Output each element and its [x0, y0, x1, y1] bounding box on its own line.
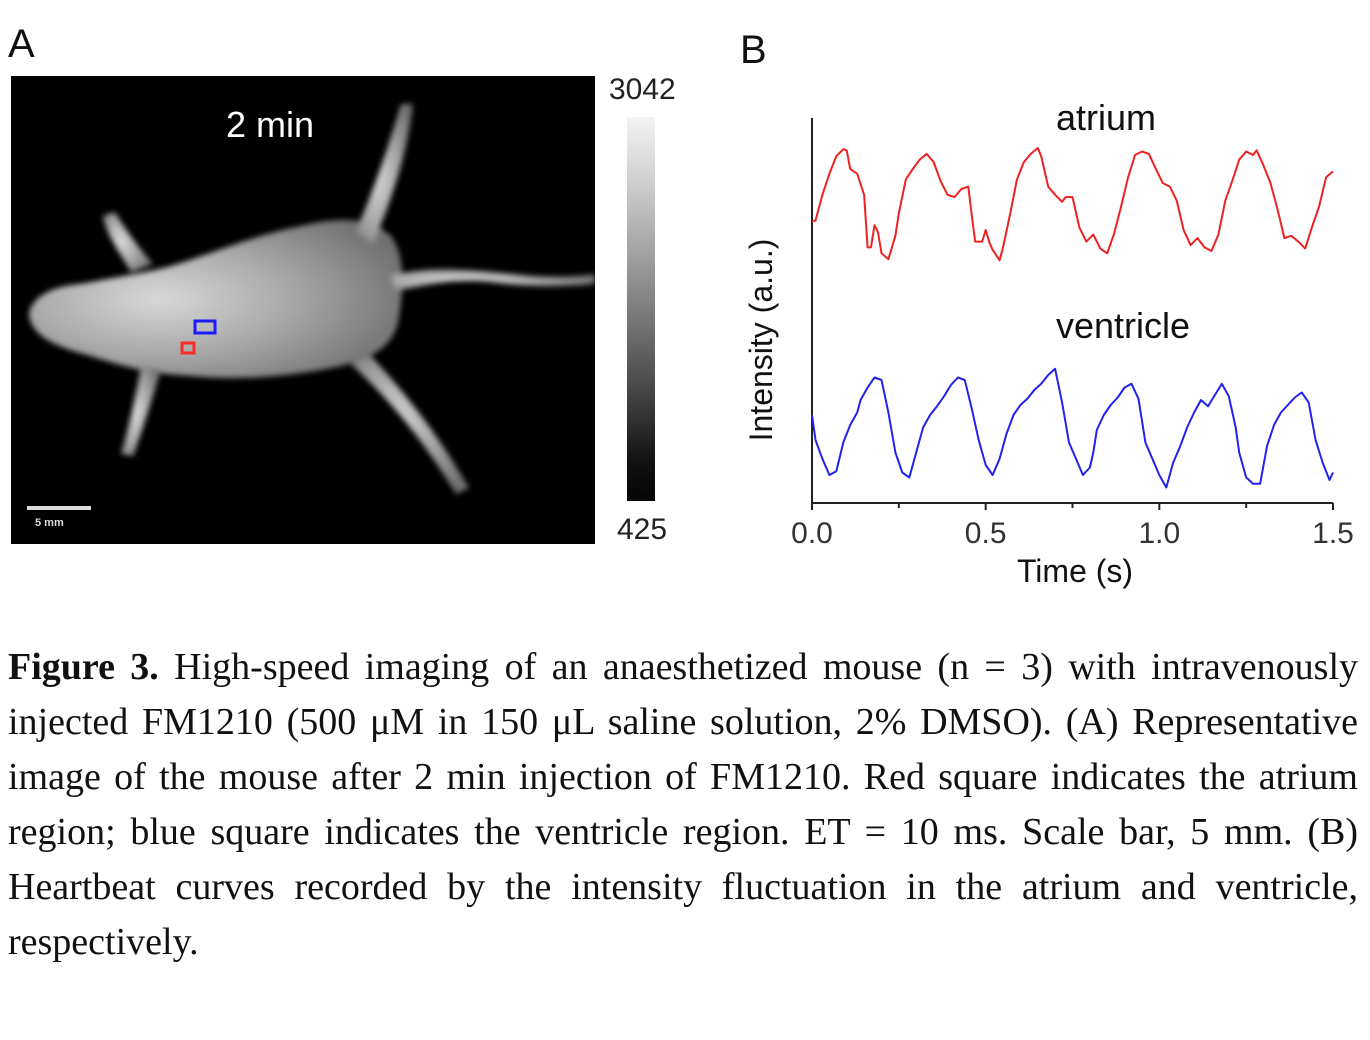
x-axis-label: Time (s) — [1017, 553, 1133, 589]
panel-a-label: A — [8, 22, 35, 66]
panel-b-label: B — [740, 28, 767, 72]
x-tick-label: 1.5 — [1312, 517, 1354, 550]
scale-bar — [27, 506, 91, 510]
time-label: 2 min — [226, 104, 315, 145]
series-line-atrium — [811, 147, 1334, 262]
annotation-ventricle: ventricle — [1056, 305, 1190, 346]
caption-text: High-speed imaging of an anaesthetized m… — [8, 646, 1359, 963]
colorbar — [627, 117, 655, 501]
scale-bar-label: 5 mm — [35, 517, 64, 529]
colorbar-min-label: 425 — [617, 513, 668, 546]
y-axis-label: Intensity (a.u.) — [743, 239, 779, 442]
x-tick-label: 0.0 — [791, 517, 833, 550]
figure-number: Figure 3. — [8, 646, 159, 688]
figure-caption: Figure 3. High-speed imaging of an anaes… — [8, 640, 1358, 970]
x-tick-label: 0.5 — [965, 517, 1007, 550]
mouse-fluorescence-image: 2 min 5 mm — [11, 76, 595, 544]
x-tick-label: 1.0 — [1138, 517, 1180, 550]
colorbar-max-label: 3042 — [609, 73, 676, 106]
ventricle-roi-box — [193, 319, 217, 335]
annotation-atrium: atrium — [1056, 97, 1156, 138]
series-line-ventricle — [811, 367, 1334, 489]
mouse-silhouette — [29, 104, 595, 494]
atrium-roi-box — [180, 341, 196, 355]
heartbeat-chart: 0.0 0.5 1.0 1.5 atrium ventricle Time (s) I… — [743, 97, 1354, 589]
